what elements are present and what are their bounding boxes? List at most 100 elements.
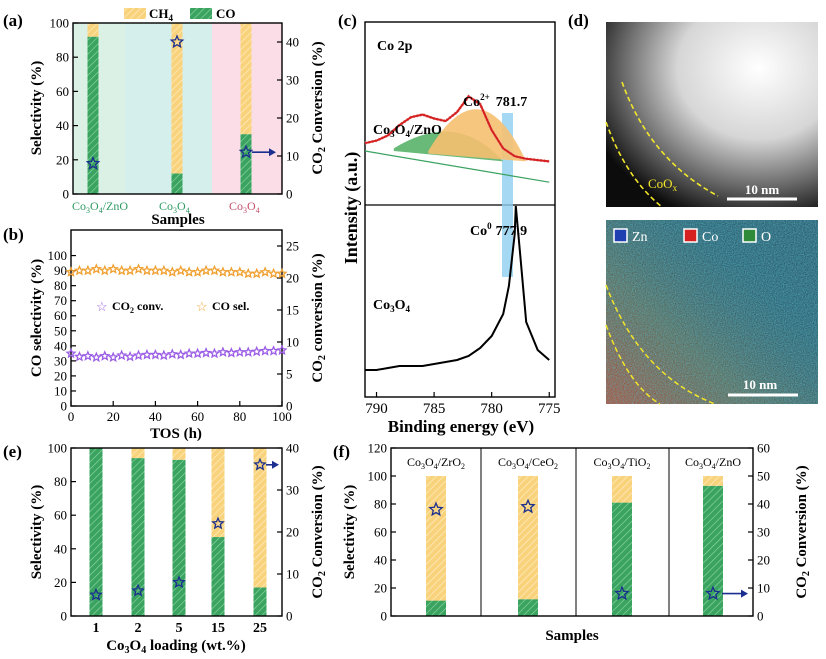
co-selectivity-point — [242, 267, 254, 279]
co-selectivity-point — [82, 264, 94, 276]
co2-conversion-point — [141, 348, 153, 360]
panel-a-y2ticks: 0 10 20 30 40 — [277, 35, 299, 202]
panel-c-ylabel: Intensity (a.u.) — [341, 152, 362, 265]
co-selectivity-point — [166, 266, 178, 277]
panel-b-y-ticklabel: 60 — [54, 308, 67, 323]
eds-legend-label: O — [761, 230, 771, 245]
co-selectivity-point — [158, 264, 170, 276]
panel-b-y-ticklabel: 100 — [48, 248, 68, 263]
panel-e-y2-ticklabel: 20 — [286, 525, 299, 540]
panel-a: (a) 0 20 40 60 80 100 0 10 20 30 40 CH4 CO Co3O4/… — [3, 6, 328, 228]
category-label-co3o4: Co3O4 — [159, 199, 190, 215]
panel-a-y-ticklabel: 40 — [56, 118, 69, 133]
panel-f-y-ticklabel: 60 — [374, 525, 387, 540]
conversion-star — [253, 457, 267, 471]
co-selectivity-point — [65, 266, 77, 277]
co2-conversion-point — [225, 346, 237, 358]
conversion-star — [169, 34, 185, 49]
eds-legend-swatch — [613, 228, 628, 243]
co2-conversion-point — [259, 345, 271, 356]
co-selectivity-point — [73, 264, 86, 276]
panel-e-y2label: CO2 Conversion (%) — [310, 465, 328, 598]
co-selectivity-point — [175, 264, 187, 276]
panel-b-y2-ticklabel: 15 — [286, 303, 299, 318]
bar-ch4 — [172, 448, 186, 460]
bar-co — [612, 502, 632, 616]
panel-a-y-ticklabel: 20 — [56, 152, 69, 167]
co2-conversion-point — [99, 350, 111, 361]
panel-b-xlabel: TOS (h) — [150, 426, 202, 442]
conversion-star — [211, 516, 225, 530]
bar-ch4 — [87, 23, 99, 37]
co-selectivity-point — [124, 264, 136, 276]
co2-conversion-point — [183, 347, 195, 359]
bar-co — [703, 485, 723, 616]
peak-co0-label: Co0 777.9 — [470, 221, 527, 239]
eds-legend-swatch — [742, 228, 757, 243]
cox-label: CoOx — [648, 176, 678, 193]
bar-ch4 — [703, 476, 723, 486]
panel-a-ylabel: Selectivity (%) — [29, 61, 45, 156]
panel-e-x-ticklabel: 2 — [135, 621, 142, 636]
panel-f-y2-ticklabel: 40 — [757, 497, 770, 512]
panel-b-ylabel: CO selectivity (%) — [29, 259, 45, 377]
panel-a-bg-zno — [73, 23, 125, 194]
panel-c-label: (c) — [338, 11, 357, 30]
panel-c-x-ticklabel: 785 — [423, 401, 446, 417]
panel-f-arrow-head — [741, 589, 748, 598]
legend-sel-label: CO sel. — [212, 299, 249, 313]
category-label-co3o4-pink: Co3O4 — [229, 199, 260, 215]
scale-label-top: 10 nm — [745, 182, 779, 197]
panel-a-yticks: 0 20 40 60 80 100 — [50, 16, 78, 202]
co2-conversion-point — [267, 345, 280, 356]
panel-b-y-ticklabel: 10 — [54, 383, 67, 398]
panel-e-y-ticklabel: 40 — [54, 541, 67, 556]
panel-f-yticks: 0 20 40 60 80 100 120 — [368, 441, 396, 624]
panel-e-xticks: 1 2 5 15 25 — [93, 621, 268, 636]
panel-e-x-ticklabel: 15 — [211, 621, 225, 636]
bar-ch4 — [240, 23, 252, 135]
panel-b-y-ticklabel: 90 — [54, 263, 67, 278]
panel-f-label: (f) — [333, 442, 350, 461]
eds-legend-swatch — [683, 228, 698, 243]
panel-a-y2-ticklabel: 40 — [286, 35, 299, 50]
eds-legend-label: Co — [702, 230, 718, 245]
eds-legend: Zn Co O — [613, 228, 771, 245]
panel-c: (c) 790 785 780 775 Co 2p Co2+ 781.7 Co3O4/Z… — [338, 11, 560, 436]
panel-a-y-ticklabel: 0 — [63, 187, 70, 202]
panel-f-y-ticklabel: 80 — [374, 497, 387, 512]
panel-b-y-ticklabel: 40 — [54, 338, 67, 353]
panel-b-y2-ticklabel: 25 — [286, 239, 299, 254]
co2-conversion-point — [73, 350, 86, 362]
co2-conversion-point — [149, 348, 161, 360]
co-selectivity-point — [192, 266, 204, 277]
panel-a-y-ticklabel: 60 — [56, 84, 69, 99]
legend-ch4-swatch — [124, 8, 146, 19]
conversion-star — [428, 501, 444, 517]
panel-b-x-ticklabel: 40 — [149, 409, 162, 424]
panel-a-y2-ticklabel: 10 — [286, 149, 299, 164]
bar-ch4 — [253, 448, 267, 588]
conversion-star — [85, 155, 101, 170]
bar-ch4 — [612, 476, 632, 503]
panel-a-label: (a) — [3, 11, 23, 30]
co-selectivity-point — [259, 266, 271, 277]
bar-co — [172, 459, 186, 616]
panel-b-y-ticklabel: 30 — [54, 353, 67, 368]
panel-a-y-ticklabel: 100 — [50, 16, 70, 31]
panel-e-y-ticklabel: 20 — [54, 575, 67, 590]
legend-co-label: CO — [216, 6, 236, 21]
legend-co-swatch — [190, 8, 212, 19]
panel-b-frame — [70, 229, 283, 407]
peak-band — [502, 113, 513, 277]
panel-c-curves — [364, 94, 550, 371]
panel-f-header: Co3O4/ZrO2 — [407, 455, 465, 471]
panel-f-y-ticklabel: 120 — [368, 441, 388, 456]
eds-map-noise — [606, 220, 818, 404]
co2-conversion-point — [175, 348, 187, 360]
conversion-star — [614, 585, 630, 601]
co2-conversion-point — [251, 345, 263, 357]
legend-conv-label: CO2 conv. — [112, 299, 163, 315]
bar-ch4 — [426, 476, 446, 601]
